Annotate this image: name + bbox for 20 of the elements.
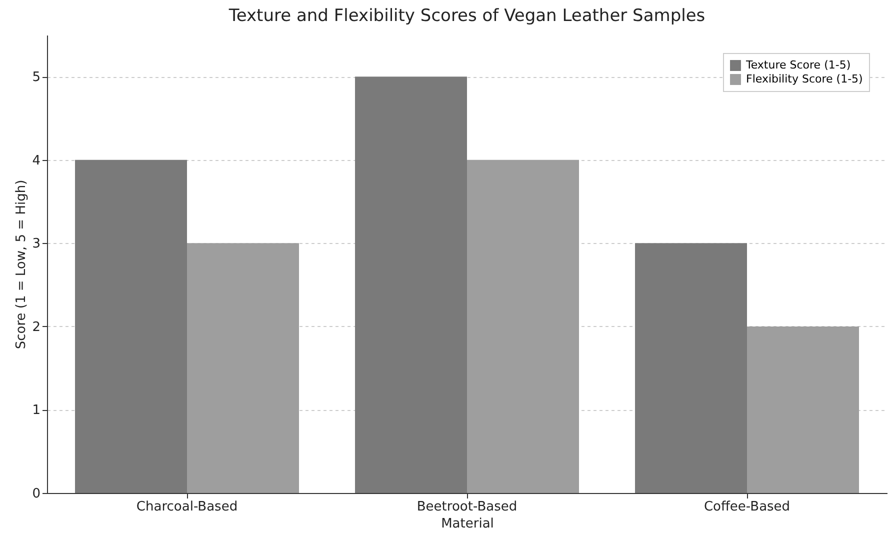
bar	[75, 160, 187, 493]
legend-label: Flexibility Score (1-5)	[746, 72, 863, 86]
y-tick-label: 2	[32, 320, 40, 335]
bar	[355, 76, 467, 493]
x-axis-title: Material	[441, 516, 494, 532]
y-tick-label: 3	[32, 236, 40, 252]
bar	[467, 160, 579, 493]
bar	[187, 243, 299, 493]
y-tick-label: 5	[32, 70, 40, 86]
x-tick-label: Coffee-Based	[704, 500, 790, 514]
y-tick-label: 4	[32, 153, 40, 168]
y-tick-label: 1	[32, 403, 40, 418]
x-tick-label: Beetroot-Based	[416, 500, 518, 514]
chart-title: Texture and Flexibility Scores of Vegan Leather Samples	[228, 6, 706, 26]
bar	[635, 243, 747, 493]
x-tick-label: Charcoal-Based	[136, 500, 238, 514]
y-tick-label: 0	[32, 486, 40, 502]
y-axis-title: Score (1 = Low, 5 = High)	[14, 180, 30, 350]
bar	[747, 326, 859, 493]
legend-label: Texture Score (1-5)	[745, 58, 851, 72]
